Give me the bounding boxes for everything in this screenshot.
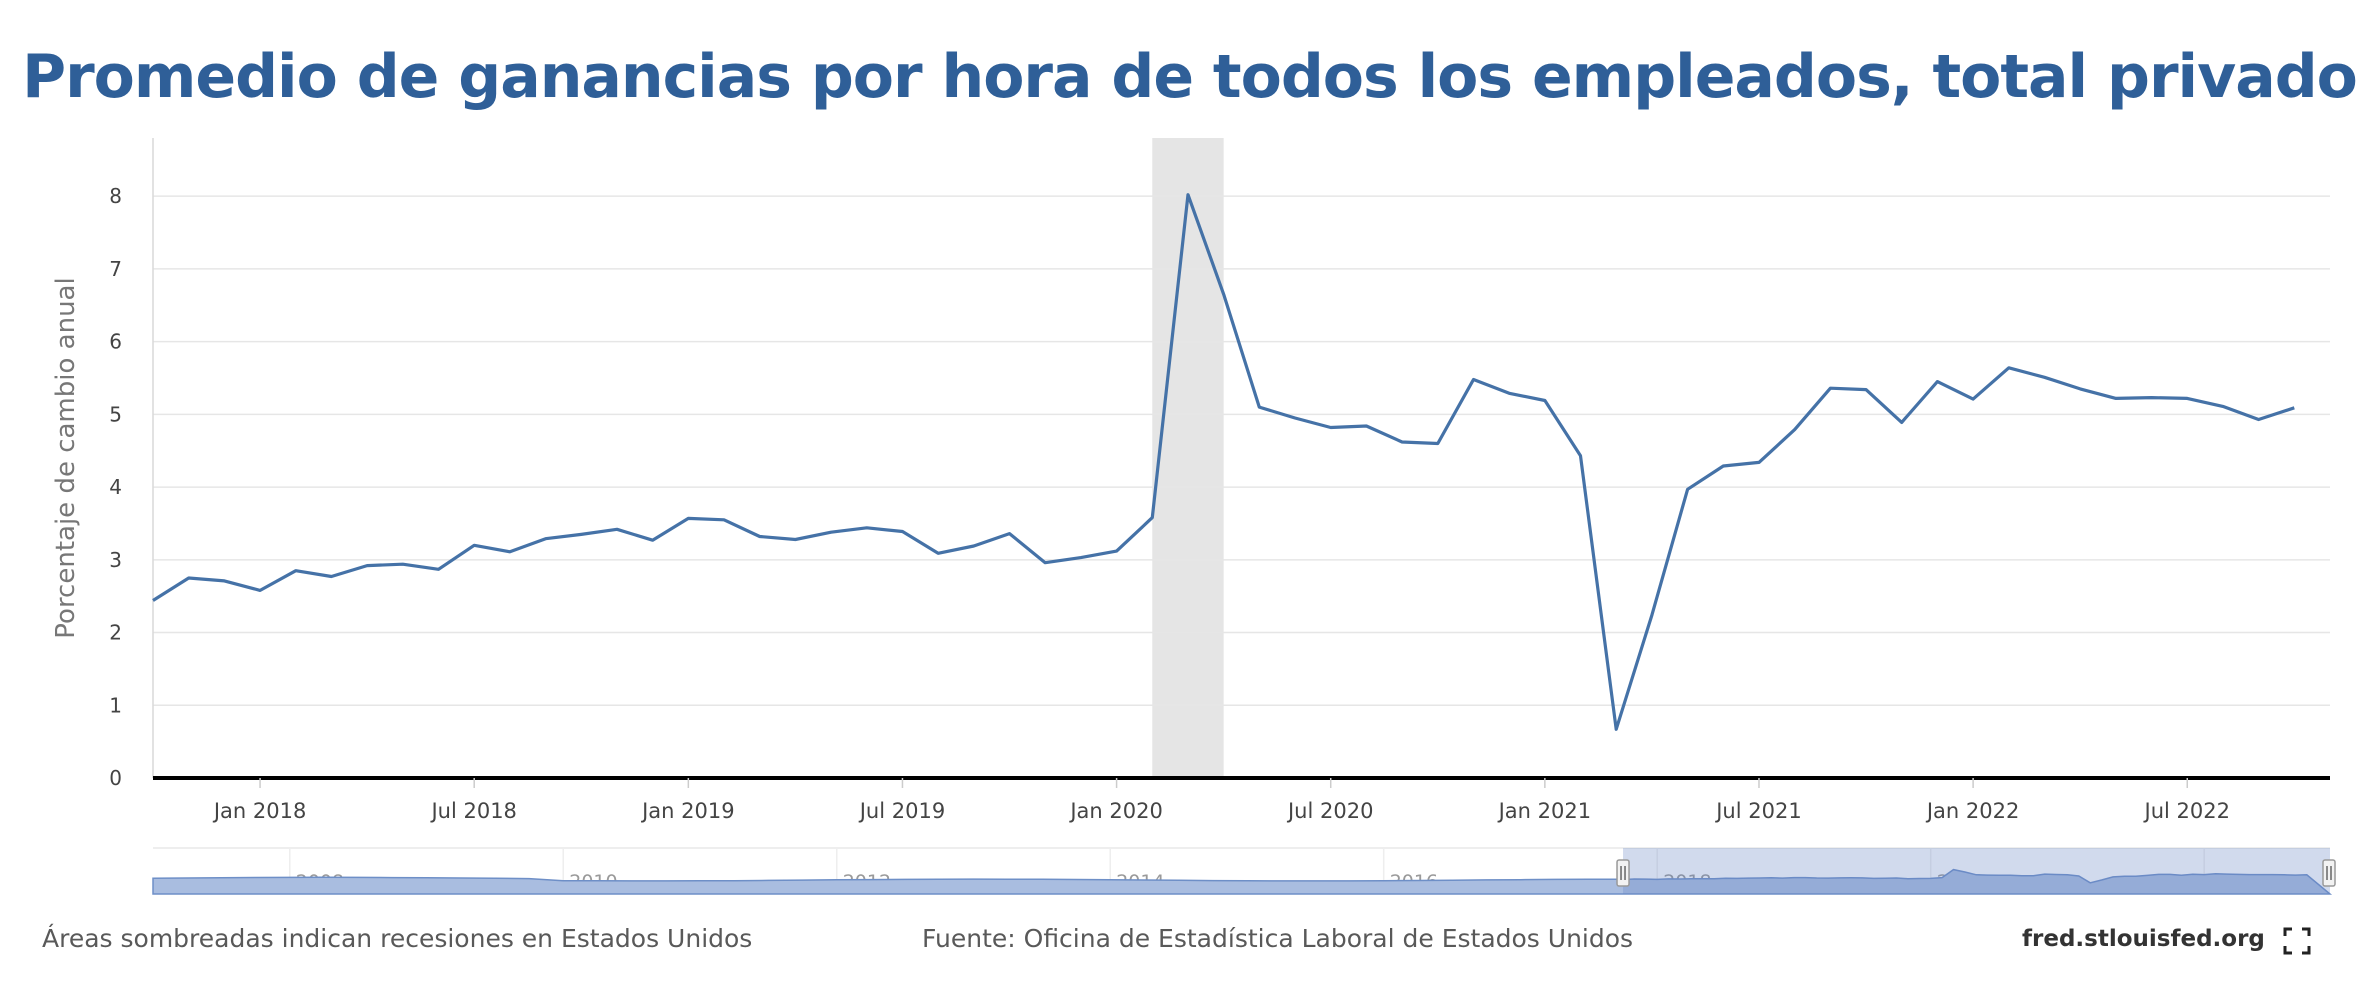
y-tick-label: 4 bbox=[109, 475, 122, 499]
handle-body bbox=[2322, 859, 2336, 887]
navigator: 20082010201220142016201820202022 bbox=[152, 847, 2336, 895]
y-tick-label: 7 bbox=[109, 257, 122, 281]
y-tick-label: 1 bbox=[109, 693, 122, 717]
y-tick-label: 0 bbox=[109, 766, 122, 790]
navigator-handle-left[interactable] bbox=[1616, 859, 1630, 887]
chart-title: Promedio de ganancias por hora de todos … bbox=[22, 42, 2358, 112]
navigator-handle-right[interactable] bbox=[2322, 859, 2336, 887]
site-link[interactable]: fred.stlouisfed.org bbox=[2022, 926, 2265, 952]
y-tick-label: 6 bbox=[109, 330, 122, 354]
x-tick-label: Jul 2021 bbox=[1714, 799, 1801, 823]
x-tick-label: Jul 2022 bbox=[2143, 799, 2230, 823]
x-tick-label: Jan 2022 bbox=[1925, 799, 2020, 823]
recession-band bbox=[1152, 138, 1224, 778]
x-tick-label: Jan 2020 bbox=[1068, 799, 1163, 823]
grid-lines bbox=[153, 195, 2330, 707]
y-tick-label: 5 bbox=[109, 402, 122, 426]
navigator-area bbox=[152, 868, 2333, 895]
y-axis: 0 1 2 3 4 5 6 7 8 Porcentaje de cambio anual bbox=[51, 138, 154, 790]
fullscreen-icon[interactable] bbox=[2282, 926, 2312, 956]
x-axis: Jan 2018 Jul 2018 Jan 2019 Jul 2019 Jan 2020… bbox=[153, 776, 2330, 823]
navigator-selection bbox=[1623, 848, 2330, 894]
recession-shading-layer bbox=[1152, 138, 1224, 778]
series-layer bbox=[152, 193, 2295, 731]
x-tick-label: Jul 2018 bbox=[429, 799, 516, 823]
handle-body bbox=[1616, 859, 1630, 887]
y-axis-title: Porcentaje de cambio anual bbox=[51, 277, 81, 638]
source-note: Fuente: Oficina de Estadística Laboral d… bbox=[922, 924, 1634, 953]
x-tick-label: Jan 2021 bbox=[1497, 799, 1592, 823]
y-tick-label: 8 bbox=[109, 184, 122, 208]
y-tick-label: 3 bbox=[109, 548, 122, 572]
x-tick-label: Jul 2020 bbox=[1286, 799, 1373, 823]
x-tick-label: Jan 2019 bbox=[640, 799, 735, 823]
line-chart[interactable]: 0 1 2 3 4 5 6 7 8 Porcentaje de cambio anual Jan … bbox=[0, 0, 2379, 910]
y-tick-label: 2 bbox=[109, 621, 122, 645]
x-tick-label: Jan 2018 bbox=[212, 799, 307, 823]
x-tick-label: Jul 2019 bbox=[858, 799, 945, 823]
recession-note: Áreas sombreadas indican recesiones en E… bbox=[42, 924, 753, 953]
